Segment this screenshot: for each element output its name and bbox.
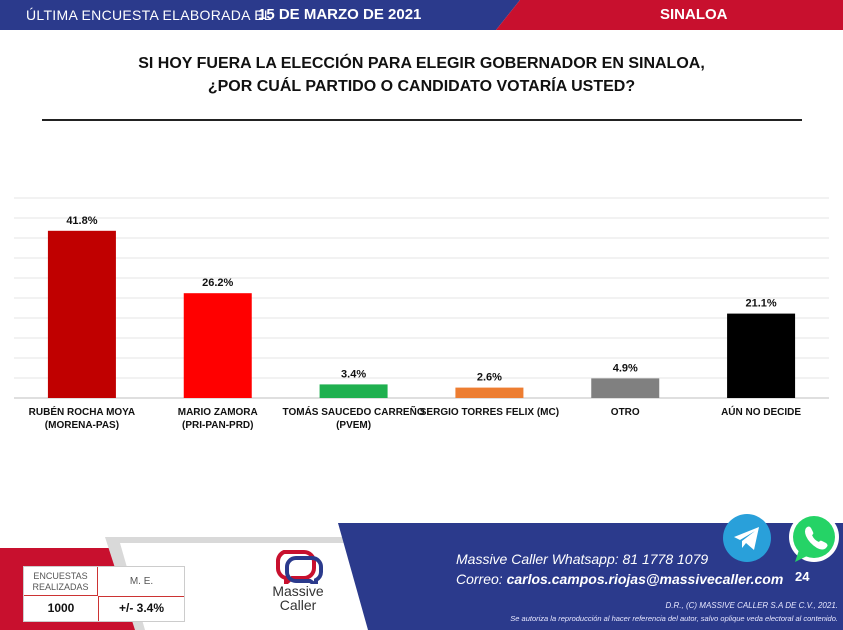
header-background <box>0 0 843 30</box>
data-label-0: 41.8% <box>66 215 97 227</box>
margin-error-label: M. E. <box>99 567 184 597</box>
category-label-1: (PRI-PAN-PRD) <box>182 420 253 431</box>
data-label-5: 21.1% <box>745 298 776 310</box>
logo-text: Massive Caller <box>272 583 324 613</box>
margin-error-value: +/- 3.4% <box>118 601 165 615</box>
data-label-4: 4.9% <box>613 362 638 374</box>
title-line-1: SI HOY FUERA LA ELECCIÓN PARA ELEGIR GOB… <box>138 55 705 72</box>
chat-bubbles-logo-icon <box>276 550 323 589</box>
data-label-2: 3.4% <box>341 368 366 380</box>
category-label-2: (PVEM) <box>336 420 371 431</box>
massive-caller-logo: Massive Caller <box>258 548 338 626</box>
bar-5 <box>727 313 796 398</box>
bar-0 <box>47 230 116 398</box>
copyright-text: D.R., (C) MASSIVE CALLER S.A DE C.V., 20… <box>665 601 839 610</box>
whatsapp-icon[interactable] <box>787 510 841 568</box>
data-label-3: 2.6% <box>477 372 502 384</box>
category-label-1: MARIO ZAMORA <box>178 407 258 418</box>
disclaimer-text: Se autoriza la reproducción al hacer ref… <box>510 614 838 623</box>
page-number: 24 <box>795 569 810 584</box>
survey-stats-table: ENCUESTAS REALIZADAS M. E. 1000 +/- 3.4% <box>23 566 185 622</box>
email-contact: Correo: carlos.campos.riojas@massivecall… <box>456 571 783 587</box>
whatsapp-contact: Massive Caller Whatsapp: 81 1778 1079 <box>456 551 709 567</box>
bar-chart: 41.8% RUBÉN ROCHA MOYA (MORENA-PAS) 26.2% MA… <box>14 197 829 431</box>
email-label: Correo: <box>456 571 507 587</box>
header-region: SINALOA <box>660 6 728 23</box>
surveys-value: 1000 <box>24 596 99 621</box>
category-label-3: SERGIO TORRES FELIX (MC) <box>420 407 559 418</box>
chart-title: SI HOY FUERA LA ELECCIÓN PARA ELEGIR GOB… <box>60 52 783 98</box>
bar-1 <box>183 293 252 398</box>
bar-4 <box>591 378 660 398</box>
bar-2 <box>319 384 388 398</box>
category-label-0: RUBÉN ROCHA MOYA <box>29 405 136 418</box>
category-label-5: AÚN NO DECIDE <box>721 405 801 418</box>
title-line-2: ¿POR CUÁL PARTIDO O CANDIDATO VOTARÍA US… <box>207 78 636 95</box>
category-label-0: (MORENA-PAS) <box>45 420 119 431</box>
email-address[interactable]: carlos.campos.riojas@massivecaller.com <box>506 571 784 587</box>
header-prefix: ÚLTIMA ENCUESTA ELABORADA EL <box>26 7 272 23</box>
category-label-4: OTRO <box>611 407 640 418</box>
category-label-2: TOMÁS SAUCEDO CARREÑO <box>283 405 425 418</box>
data-label-1: 26.2% <box>202 277 233 289</box>
surveys-label: ENCUESTAS REALIZADAS <box>24 567 98 596</box>
telegram-icon[interactable] <box>722 513 772 563</box>
bar-3 <box>455 387 524 398</box>
title-divider <box>42 119 802 121</box>
header-bar: ÚLTIMA ENCUESTA ELABORADA EL 15 DE MARZO… <box>0 0 843 30</box>
header-date: 15 DE MARZO DE 2021 <box>258 6 422 23</box>
